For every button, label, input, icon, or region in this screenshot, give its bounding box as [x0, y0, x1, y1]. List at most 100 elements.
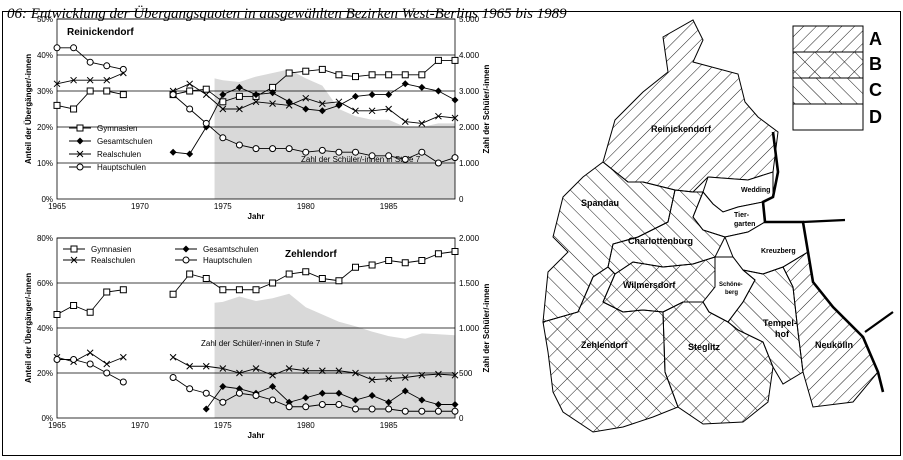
data-point [385, 91, 393, 99]
data-point [318, 401, 326, 408]
data-point [103, 62, 111, 70]
data-point [86, 308, 94, 316]
data-point [451, 114, 459, 122]
map-label-charlottenburg: Charlottenburg [628, 236, 693, 246]
data-point [418, 407, 426, 415]
district-reinickendorf [602, 19, 779, 193]
chart-reinickendorf: 0% 10% 20% 30% 40% 50% 0 1.000 2.000 3.000 4.000 5.… [24, 15, 491, 221]
legend-swatch-b [792, 51, 864, 79]
data-point [451, 248, 459, 255]
data-point [236, 105, 243, 113]
data-point [451, 154, 459, 162]
data-point [302, 367, 310, 375]
data-point [86, 360, 94, 368]
map-legend: A B C D [792, 25, 882, 131]
data-point [318, 146, 326, 154]
data-point [418, 120, 426, 127]
data-point [235, 286, 243, 294]
legend-label: Gesamtschulen [97, 137, 153, 146]
data-point [302, 67, 310, 75]
data-point [352, 263, 359, 271]
students-area-label: Zahl der Schüler/-innen in Stufe 7 [201, 339, 321, 348]
y2-tick-label: 4.000 [459, 51, 480, 60]
data-point [368, 261, 376, 269]
data-point [434, 407, 442, 415]
chart-zehlendorf: 0% 20% 40% 60% 80% 0 500 1.000 1.500 2.000 1965 197… [24, 234, 491, 440]
map-label-steglitz: Steglitz [688, 342, 721, 352]
x-tick-label: 1975 [214, 421, 232, 430]
data-point [252, 91, 260, 99]
data-point [401, 374, 409, 381]
y2-tick-label: 5.000 [459, 15, 480, 24]
y2-tick-label: 0 [459, 195, 464, 204]
data-point [401, 118, 409, 125]
data-point [385, 257, 393, 264]
legend-letter-d: D [869, 107, 882, 127]
data-point [186, 270, 194, 278]
data-point [219, 398, 227, 406]
data-point [418, 71, 426, 79]
data-point [119, 353, 127, 361]
data-point [401, 387, 409, 395]
legend-label: Hauptschulen [97, 163, 146, 172]
district-steglitz [662, 301, 774, 425]
data-point [219, 91, 227, 99]
data-point [434, 250, 442, 258]
data-point [169, 290, 177, 298]
data-point [169, 148, 177, 156]
x-tick-label: 1980 [297, 421, 315, 430]
data-point [219, 383, 227, 390]
data-point [335, 367, 343, 375]
data-point [352, 405, 359, 413]
map-label-tempelhof-2: hof [775, 329, 790, 339]
series-line [172, 356, 456, 381]
data-point [53, 101, 61, 109]
data-point [70, 76, 77, 84]
data-point [352, 92, 359, 100]
map-label-neukoelln: Neukölln [815, 340, 853, 350]
data-point [435, 112, 442, 120]
chart-title: Reinickendorf [67, 27, 134, 38]
data-point [269, 145, 277, 153]
plot-frame [56, 237, 456, 419]
x-tick-label: 1980 [297, 202, 315, 211]
y2-tick-label: 500 [459, 369, 473, 378]
legend-letter-a: A [869, 29, 882, 49]
data-point [53, 80, 61, 88]
data-point [368, 71, 376, 79]
data-point [352, 396, 359, 404]
data-point [186, 105, 194, 113]
data-point [86, 58, 94, 66]
map-label-schoeneberg-1: Schöne- [719, 282, 743, 288]
data-point [335, 148, 343, 156]
data-point [186, 150, 194, 158]
data-point [335, 389, 343, 397]
map-label-tiergarten-2: garten [734, 221, 755, 228]
y-tick-label: 40% [37, 51, 53, 60]
data-point [335, 98, 343, 106]
data-point [119, 91, 127, 99]
data-point [202, 389, 210, 397]
map-label-tempelhof-1: Tempel- [763, 318, 797, 328]
students-area-label: Zahl der Schüler/-innen in Stufe 7 [301, 155, 421, 164]
data-point [451, 96, 459, 104]
legend-letter-b: B [869, 54, 882, 74]
series-line [205, 385, 455, 410]
data-point [302, 394, 310, 402]
series-hauptschulen [53, 356, 459, 415]
data-point [269, 89, 277, 97]
data-point [219, 365, 227, 372]
students-area [214, 69, 455, 200]
data-point [269, 371, 276, 379]
data-point [318, 389, 326, 397]
y2-tick-label: 0 [459, 414, 464, 423]
legend-label: Gymnasien [91, 245, 131, 254]
legend-marker [76, 163, 84, 171]
data-point [418, 371, 426, 379]
legend-label: Hauptschulen [203, 256, 252, 265]
data-point [401, 80, 409, 88]
series-realschulen [53, 69, 459, 127]
data-point [352, 369, 359, 377]
map-label-reinickendorf: Reinickendorf [651, 124, 712, 134]
wall-boundary [761, 131, 885, 393]
